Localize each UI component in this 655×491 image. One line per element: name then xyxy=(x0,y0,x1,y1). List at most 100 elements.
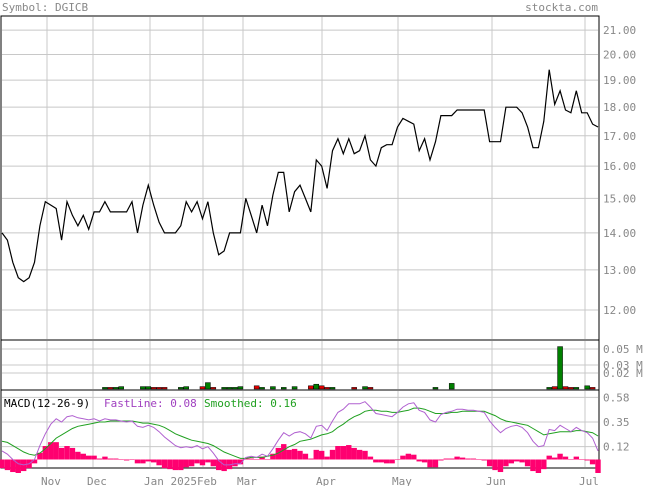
macd-histogram-bar xyxy=(102,456,108,460)
macd-histogram-bar xyxy=(297,450,303,460)
volume-y-axis: 0.02 M0.03 M 0.05 M xyxy=(603,343,643,380)
macd-histogram-bar xyxy=(551,457,558,460)
volume-bar xyxy=(367,387,374,390)
price-tick-label: 19.00 xyxy=(603,74,636,87)
macd-histogram-bar xyxy=(85,455,92,460)
volume-bar xyxy=(448,383,455,390)
price-tick-label: 15.00 xyxy=(603,192,636,205)
volume-bar xyxy=(551,386,558,390)
macd-histogram-bar xyxy=(535,459,542,473)
macd-histogram-bar xyxy=(519,459,525,463)
volume-bar xyxy=(313,383,320,390)
macd-histogram-bar xyxy=(259,456,265,460)
price-tick-label: 12.00 xyxy=(603,304,636,317)
macd-histogram-bar xyxy=(123,459,130,461)
macd-histogram xyxy=(0,442,601,473)
macd-histogram-bar xyxy=(53,442,59,460)
macd-histogram-bar xyxy=(584,459,590,461)
macd-histogram-bar xyxy=(96,458,103,460)
macd-histogram-bar xyxy=(486,459,493,467)
price-tick-label: 16.00 xyxy=(603,160,636,173)
macd-histogram-bar xyxy=(373,459,379,463)
volume-bar xyxy=(253,385,260,390)
macd-histogram-bar xyxy=(411,454,417,460)
volume-bar xyxy=(280,387,287,390)
x-tick-label: Jun xyxy=(486,475,506,486)
volume-bars xyxy=(102,346,596,390)
macd-tick-label: 0.58 xyxy=(603,391,630,404)
volume-bar xyxy=(318,385,325,390)
price-series xyxy=(1,69,599,283)
macd-histogram-bar xyxy=(113,458,119,460)
volume-bar xyxy=(270,386,276,390)
macd-histogram-bar xyxy=(91,455,97,460)
macd-histogram-bar xyxy=(10,459,16,473)
macd-histogram-bar xyxy=(302,453,309,460)
macd-histogram-bar xyxy=(264,459,271,461)
volume-bar xyxy=(113,387,119,390)
macd-histogram-bar xyxy=(546,455,552,460)
macd-histogram-bar xyxy=(443,458,449,460)
macd-histogram-bar xyxy=(573,456,580,460)
price-tick-label: 20.00 xyxy=(603,48,636,61)
macd-histogram-bar xyxy=(75,451,81,460)
macd-histogram-bar xyxy=(281,444,287,460)
x-tick-label: Dec xyxy=(87,475,107,486)
macd-histogram-bar xyxy=(178,459,184,471)
macd-histogram-bar xyxy=(275,447,282,460)
macd-histogram-bar xyxy=(362,450,368,460)
macd-histogram-bar xyxy=(378,459,384,463)
brand-label: stockta.com xyxy=(525,1,598,14)
price-tick-label: 21.00 xyxy=(603,24,636,37)
volume-bar xyxy=(156,387,162,390)
macd-histogram-bar xyxy=(216,459,222,471)
x-tick-label: Feb xyxy=(197,475,217,486)
macd-histogram-bar xyxy=(356,449,363,460)
macd-histogram-bar xyxy=(335,446,341,460)
volume-bar xyxy=(145,386,152,390)
macd-histogram-bar xyxy=(476,459,482,461)
macd-histogram-bar xyxy=(449,458,455,460)
macd-histogram-bar xyxy=(107,458,114,460)
macd-fast-label: FastLine: 0.08 xyxy=(104,397,197,410)
macd-histogram-bar xyxy=(400,455,406,460)
macd-histogram-bar xyxy=(589,459,596,465)
macd-histogram-bar xyxy=(31,459,38,464)
volume-bar xyxy=(161,387,168,390)
volume-bar xyxy=(183,386,189,390)
volume-bar xyxy=(199,386,206,390)
volume-bar xyxy=(562,386,569,390)
macd-histogram-bar xyxy=(497,459,504,473)
macd-histogram-bar xyxy=(183,459,189,468)
macd-histogram-bar xyxy=(210,459,217,467)
macd-histogram-bar xyxy=(194,459,200,464)
macd-histogram-bar xyxy=(438,459,444,461)
macd-histogram-bar xyxy=(530,459,536,472)
macd-histogram-bar xyxy=(270,453,276,460)
macd-histogram-bar xyxy=(432,459,439,468)
macd-histogram-bar xyxy=(595,459,601,473)
macd-histogram-bar xyxy=(340,446,347,460)
volume-bar xyxy=(324,387,330,390)
macd-histogram-bar xyxy=(541,459,547,470)
macd-histogram-bar xyxy=(324,456,330,460)
volume-grid xyxy=(2,341,598,389)
macd-histogram-bar xyxy=(4,459,11,471)
macd-histogram-bar xyxy=(37,452,43,460)
x-tick-label: Apr xyxy=(316,475,336,486)
volume-bar xyxy=(232,387,238,390)
volume-bar xyxy=(226,387,233,390)
macd-histogram-bar xyxy=(481,459,487,461)
macd-histogram-bar xyxy=(64,446,70,460)
volume-tick-label: 0.02 M xyxy=(603,367,643,380)
price-grid xyxy=(2,17,598,339)
macd-histogram-bar xyxy=(42,446,49,460)
macd-histogram-bar xyxy=(514,459,520,462)
macd-tick-label: 0.12 xyxy=(603,441,630,454)
macd-histogram-bar xyxy=(0,459,5,469)
price-tick-label: 13.00 xyxy=(603,264,636,277)
macd-histogram-bar xyxy=(503,459,509,467)
macd-histogram-bar xyxy=(568,459,574,461)
macd-histogram-bar xyxy=(69,447,76,460)
price-tick-label: 18.00 xyxy=(603,101,636,114)
